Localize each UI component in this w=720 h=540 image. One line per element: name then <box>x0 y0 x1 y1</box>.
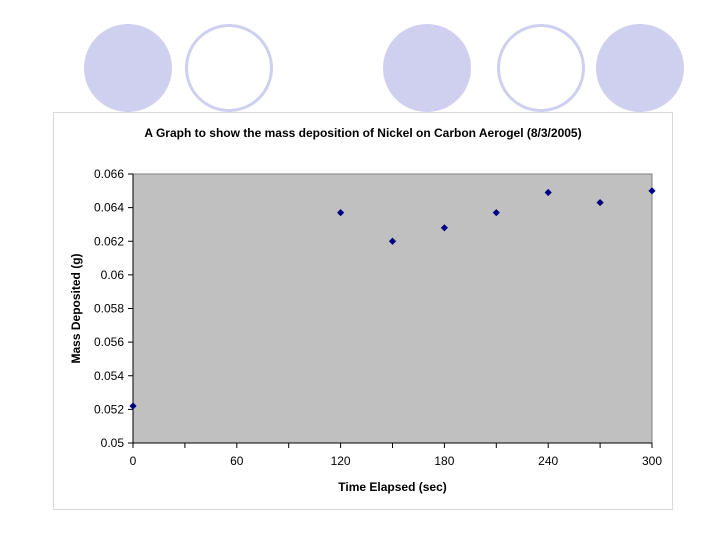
x-tick-label: 300 <box>642 454 662 468</box>
y-tick-label: 0.058 <box>94 302 124 316</box>
chart-area: A Graph to show the mass deposition of N… <box>53 112 673 510</box>
y-axis: 0.05 0.052 0.054 0.056 0.058 0.06 0.062 0.064 0.… <box>94 167 134 450</box>
decor-circle <box>497 24 585 112</box>
data-point <box>648 187 656 195</box>
data-point <box>492 209 500 217</box>
y-tick-label: 0.062 <box>94 234 124 248</box>
decor-circle <box>383 24 471 112</box>
data-point <box>544 188 552 197</box>
y-tick-label: 0.056 <box>94 335 124 349</box>
data-point <box>337 209 345 217</box>
x-axis-title: Time Elapsed (sec) <box>338 480 447 494</box>
y-tick-label: 0.052 <box>94 402 124 416</box>
x-tick-label: 60 <box>230 454 244 468</box>
y-tick-label: 0.05 <box>101 436 125 450</box>
data-point <box>440 224 448 232</box>
y-tick-label: 0.06 <box>101 268 125 282</box>
y-tick-label: 0.064 <box>94 201 124 215</box>
y-tick-label: 0.066 <box>94 167 124 181</box>
decor-circle <box>596 24 684 112</box>
x-tick-label: 240 <box>538 454 558 468</box>
data-point <box>388 237 397 245</box>
x-tick-label: 0 <box>130 454 137 468</box>
x-tick-label: 120 <box>331 454 351 468</box>
plot-area <box>132 173 653 444</box>
decor-circle <box>185 24 273 112</box>
x-tick-label: 180 <box>434 454 454 468</box>
data-point <box>596 198 604 207</box>
scatter-chart: A Graph to show the mass deposition of N… <box>69 126 662 494</box>
x-axis: 0 60 120 180 240 300 <box>130 442 662 468</box>
y-tick-label: 0.054 <box>94 369 124 383</box>
data-point <box>129 402 137 410</box>
chart-title: A Graph to show the mass deposition of N… <box>144 126 581 140</box>
data-series <box>129 187 656 410</box>
y-axis-title: Mass Deposited (g) <box>69 253 83 363</box>
decor-circle <box>84 24 172 112</box>
